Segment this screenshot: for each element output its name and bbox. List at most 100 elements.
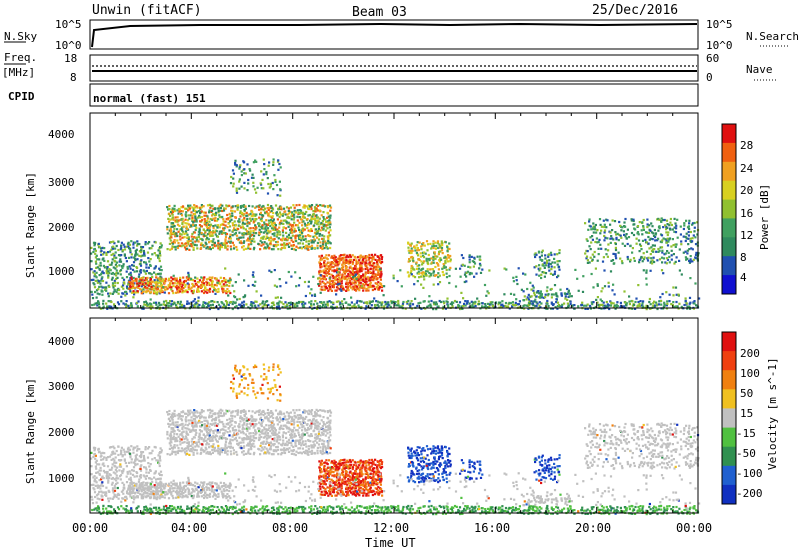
power-cell-2196 — [277, 237, 280, 240]
power-cbar-swatch-1 — [722, 142, 736, 163]
power-cell-2224 — [280, 206, 283, 209]
power-cell-822 — [101, 246, 104, 249]
power-cell-258 — [302, 305, 305, 308]
power-cell-611 — [594, 305, 597, 309]
power-cell-1381 — [207, 282, 211, 285]
velocity-cell-599 — [583, 509, 586, 512]
power-cell-2110 — [266, 244, 269, 247]
power-cell-2624 — [268, 186, 271, 189]
velocity-cell-291 — [331, 512, 334, 515]
power-cell-2854 — [346, 278, 349, 281]
power-cell-2418 — [310, 218, 313, 221]
power-cell-2709 — [325, 257, 328, 260]
velocity-cell-12 — [102, 507, 105, 510]
power-cell-1942 — [240, 242, 243, 245]
power-cell-3752 — [660, 256, 664, 259]
power-cell-2918 — [353, 267, 356, 270]
power-cell-3157 — [409, 243, 412, 246]
power-cell-3056 — [371, 278, 374, 281]
velocity-cell-490 — [491, 510, 495, 513]
power-cell-1395 — [213, 287, 216, 291]
power-cell-3 — [96, 304, 99, 307]
power-cell-3341 — [448, 256, 451, 259]
power-cell-1559 — [182, 220, 185, 223]
power-cell-1220 — [156, 287, 160, 290]
power-cell-2568 — [234, 162, 237, 165]
power-cell-1602 — [189, 239, 192, 242]
power-cell-2435 — [310, 204, 314, 207]
power-cell-2606 — [255, 191, 258, 194]
power-cell-2706 — [325, 263, 328, 266]
velocity-cell-313 — [348, 508, 351, 511]
velocity-cell-61 — [149, 509, 152, 512]
power-cell-1522 — [177, 212, 180, 215]
power-cell-563 — [546, 299, 549, 303]
power-cell-4122 — [677, 293, 680, 296]
power-cell-2391 — [306, 224, 309, 227]
power-cell-1161 — [136, 282, 139, 285]
power-cell-466 — [474, 305, 477, 308]
power-cell-198 — [254, 300, 257, 303]
power-cell-1292 — [178, 285, 181, 288]
velocity-cell-120 — [192, 505, 195, 508]
power-cbar-tick-12: 12 — [740, 229, 753, 242]
power-cell-1075 — [148, 280, 151, 283]
velocity-cell-221 — [273, 508, 276, 512]
power-cell-1482 — [171, 222, 174, 225]
power-cell-856 — [110, 272, 113, 275]
power-cell-2446 — [313, 217, 316, 220]
power-cell-2151 — [270, 209, 273, 212]
power-cell-1687 — [200, 216, 204, 219]
power-cell-2238 — [282, 207, 286, 210]
power-cell-3421 — [548, 259, 551, 262]
power-cell-875 — [111, 247, 114, 250]
power-cell-1427 — [224, 281, 227, 284]
power-cell-3825 — [679, 233, 682, 236]
power-cell-57 — [144, 300, 148, 303]
power-cell-1379 — [208, 287, 212, 290]
power-cell-3850 — [687, 237, 690, 240]
power-cell-2752 — [332, 286, 336, 289]
power-cell-1355 — [200, 285, 203, 288]
power-cell-346 — [375, 300, 378, 303]
velocity-cell-372 — [392, 505, 395, 508]
power-cell-3001 — [364, 279, 367, 282]
power-cell-3804 — [672, 244, 675, 247]
power-cell-982 — [130, 253, 133, 256]
power-cell-1085 — [151, 253, 154, 256]
power-cell-3986 — [328, 277, 331, 280]
power-cell-449 — [460, 305, 463, 308]
power-cell-3730 — [653, 228, 656, 232]
power-cell-3224 — [422, 256, 426, 259]
power-cell-1880 — [230, 218, 233, 221]
power-cell-884 — [115, 274, 118, 277]
velocity-cell-38 — [125, 505, 128, 508]
power-cell-616 — [599, 303, 602, 306]
power-cell-2109 — [266, 246, 269, 249]
velocity-cell-533 — [527, 506, 531, 509]
power-cell-1917 — [236, 207, 239, 210]
power-cell-1809 — [219, 244, 222, 247]
power-cell-3073 — [372, 272, 375, 275]
power-cell-1327 — [190, 286, 193, 289]
velocity-cell-750 — [90, 457, 93, 460]
power-cell-3927 — [214, 292, 217, 295]
power-cell-4077 — [574, 268, 577, 271]
power-cell-3816 — [674, 245, 677, 248]
velocity-cell-352 — [380, 509, 383, 512]
power-cell-453 — [463, 302, 466, 305]
velocity-cell-437 — [450, 506, 454, 509]
power-cell-2087 — [263, 241, 266, 244]
power-cell-142 — [208, 301, 211, 304]
power-cell-340 — [370, 304, 373, 307]
power-cell-234 — [284, 305, 287, 308]
velocity-cell-447 — [458, 506, 462, 509]
power-cell-1863 — [226, 205, 229, 208]
velocity-cell-297 — [335, 510, 338, 513]
power-cell-3615 — [621, 242, 624, 245]
power-cell-3677 — [643, 256, 646, 259]
power-cell-1761 — [211, 234, 214, 237]
power-cell-3249 — [430, 272, 433, 275]
power-cell-2565 — [232, 172, 235, 175]
power-cell-2749 — [332, 257, 335, 260]
